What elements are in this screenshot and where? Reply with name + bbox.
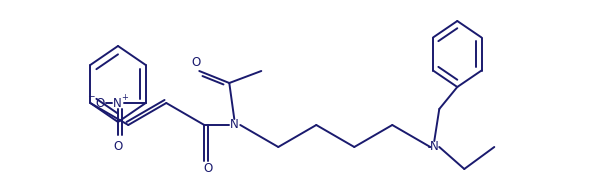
Text: O: O	[113, 141, 122, 153]
Text: N: N	[230, 118, 239, 132]
Text: N: N	[113, 97, 122, 109]
Text: +: +	[121, 93, 128, 102]
Text: O: O	[204, 161, 213, 175]
Text: O: O	[95, 97, 104, 109]
Text: N: N	[430, 141, 438, 153]
Text: −: −	[87, 92, 95, 100]
Text: O: O	[192, 55, 201, 69]
